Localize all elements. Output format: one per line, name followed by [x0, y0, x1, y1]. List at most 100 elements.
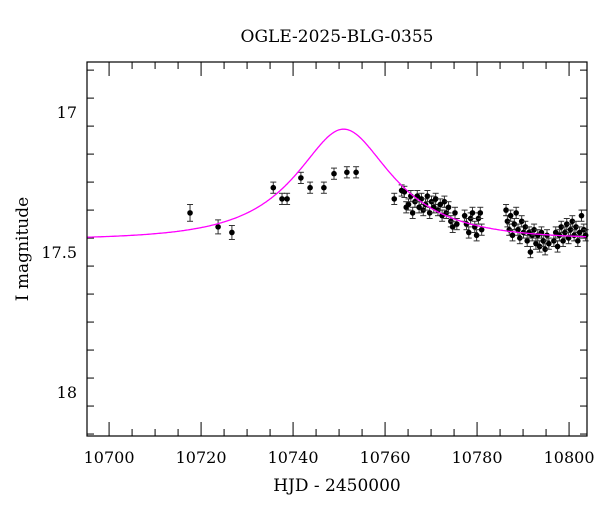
point-marker: [461, 212, 468, 219]
y-axis-ticks: 17 17.5 18: [41, 69, 587, 435]
x-axis-ticks: 10700 10720 10740 10760 10780 10800: [84, 62, 595, 467]
point-marker: [569, 218, 576, 225]
model-curve: [87, 128, 587, 238]
data-point: [409, 206, 416, 219]
data-point: [576, 226, 583, 239]
point-marker: [321, 184, 327, 191]
data-point: [228, 224, 235, 240]
point-marker: [469, 210, 476, 216]
point-marker: [531, 226, 537, 233]
data-point: [270, 181, 277, 194]
point-marker: [445, 204, 452, 211]
y-tick-label: 17.5: [41, 243, 77, 262]
data-point: [320, 181, 327, 194]
point-marker: [513, 210, 519, 216]
data-point: [518, 215, 525, 228]
data-point: [279, 192, 286, 205]
data-point: [343, 166, 350, 179]
point-marker: [509, 232, 516, 239]
point-marker: [307, 184, 313, 191]
point-marker: [504, 218, 511, 225]
point-marker: [391, 196, 398, 202]
point-marker: [426, 210, 433, 216]
point-marker: [524, 238, 531, 244]
point-marker: [477, 210, 484, 216]
point-marker: [515, 226, 521, 233]
data-point: [449, 220, 456, 233]
point-marker: [507, 212, 514, 219]
data-point: [426, 206, 433, 219]
point-marker: [215, 224, 221, 230]
point-marker: [270, 184, 277, 191]
point-marker: [405, 201, 412, 208]
point-marker: [558, 224, 565, 230]
point-marker: [229, 229, 235, 236]
data-point: [451, 206, 458, 219]
point-marker: [554, 243, 561, 250]
data-point: [416, 201, 423, 214]
chart-title: OGLE-2025-BLG-0355: [241, 27, 434, 47]
data-point: [478, 223, 485, 236]
data-point: [215, 219, 222, 235]
point-marker: [409, 210, 416, 216]
point-marker: [437, 201, 444, 208]
data-point: [572, 220, 579, 233]
data-point: [391, 192, 398, 205]
x-tick-label: 10800: [544, 448, 595, 467]
data-point: [477, 206, 484, 219]
plot-frame: [86, 61, 588, 437]
point-marker: [478, 226, 485, 233]
data-point: [507, 209, 514, 222]
point-marker: [560, 238, 566, 244]
x-tick-label: 10700: [84, 448, 135, 467]
x-axis-label: HJD - 2450000: [273, 476, 401, 496]
point-marker: [546, 240, 552, 247]
data-point: [545, 237, 552, 250]
point-marker: [576, 229, 583, 236]
point-marker: [344, 169, 350, 176]
point-marker: [284, 196, 290, 202]
data-point: [527, 245, 534, 259]
point-marker: [449, 224, 456, 230]
point-marker: [452, 210, 458, 216]
x-tick-label: 10780: [452, 448, 503, 467]
data-point: [578, 209, 585, 222]
point-marker: [567, 226, 574, 233]
point-marker: [401, 189, 408, 195]
x-tick-label: 10760: [360, 448, 411, 467]
data-point: [353, 166, 360, 179]
data-point: [437, 198, 444, 211]
point-marker: [551, 238, 557, 244]
data-point: [307, 181, 314, 194]
data-point: [445, 201, 452, 214]
data-point: [187, 203, 194, 222]
y-axis-label: I magnitude: [13, 197, 33, 301]
point-marker: [563, 221, 570, 227]
data-points: [187, 166, 589, 259]
point-marker: [353, 169, 359, 176]
point-marker: [536, 243, 543, 250]
y-tick-label: 17: [57, 103, 77, 122]
point-marker: [432, 196, 439, 202]
point-marker: [522, 224, 529, 230]
data-point: [473, 229, 480, 242]
point-marker: [527, 249, 534, 255]
x-tick-label: 10720: [176, 448, 227, 467]
point-marker: [542, 246, 548, 253]
x-tick-label: 10740: [268, 448, 319, 467]
data-point: [465, 226, 472, 239]
point-marker: [298, 175, 304, 181]
y-tick-label: 18: [57, 383, 77, 402]
point-marker: [517, 235, 523, 241]
point-marker: [441, 198, 448, 205]
data-point: [424, 189, 431, 203]
point-marker: [279, 196, 285, 202]
point-marker: [518, 218, 525, 225]
point-marker: [562, 229, 568, 236]
point-marker: [454, 221, 460, 227]
point-marker: [416, 204, 422, 211]
point-marker: [473, 232, 480, 239]
point-marker: [575, 238, 581, 244]
point-marker: [424, 193, 431, 199]
